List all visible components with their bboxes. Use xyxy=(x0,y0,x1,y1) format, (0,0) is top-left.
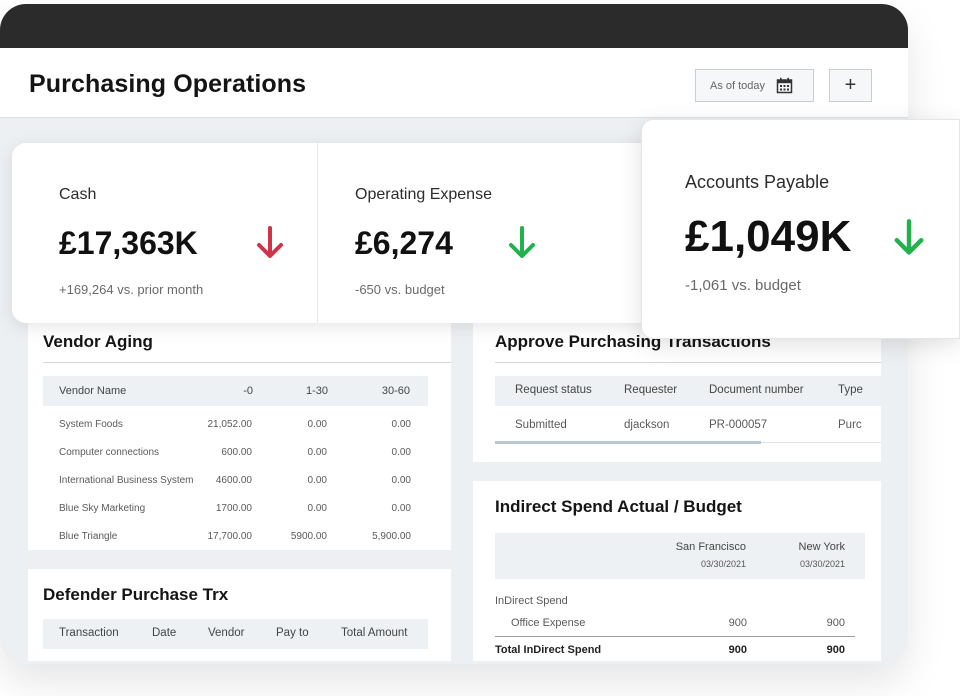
vendor-name: Blue Sky Marketing xyxy=(59,503,146,514)
document-number: PR-000057 xyxy=(709,419,768,431)
kpi-comparison: -1,061 vs. budget xyxy=(685,277,801,294)
amount-30-60: 0.00 xyxy=(391,503,411,514)
divider xyxy=(495,362,881,363)
line-label: Office Expense xyxy=(511,617,586,629)
group-label: InDirect Spend xyxy=(495,595,568,607)
column-header: 1-30 xyxy=(305,385,328,397)
amount-current: 4600.00 xyxy=(215,475,252,486)
kpi-card-operating-expense[interactable]: Operating Expense £6,274 -650 vs. budget xyxy=(317,143,647,323)
arrow-down-icon xyxy=(257,226,283,258)
kpi-label: Operating Expense xyxy=(355,186,492,203)
amount-1-30: 0.00 xyxy=(307,475,327,486)
date-filter-button[interactable]: As of today xyxy=(695,69,814,102)
defender-purchase-card: Defender Purchase Trx Transaction Date V… xyxy=(28,569,451,661)
app-window: Purchasing Operations As of today + Vend… xyxy=(0,4,908,664)
defender-title: Defender Purchase Trx xyxy=(43,585,229,604)
kpi-card-cash[interactable]: Cash £17,363K +169,264 vs. prior month xyxy=(12,143,317,323)
column-header: Document number xyxy=(709,384,804,396)
requester: djackson xyxy=(624,419,670,431)
kpi-comparison: -650 vs. budget xyxy=(355,282,445,297)
horizontal-scrollbar-thumb[interactable] xyxy=(495,441,761,444)
column-header: Requester xyxy=(624,384,678,396)
column-header: Transaction xyxy=(59,627,119,639)
defender-header: Transaction Date Vendor Pay to Total Amo… xyxy=(43,619,428,649)
location-date: 03/30/2021 xyxy=(700,559,746,569)
column-header: Vendor xyxy=(208,627,245,639)
kpi-value: £6,274 xyxy=(355,225,453,261)
line-value: 900 xyxy=(826,617,845,629)
vendor-name: Blue Triangle xyxy=(59,531,118,542)
kpi-card-accounts-payable[interactable]: Accounts Payable £1,049K -1,061 vs. budg… xyxy=(641,119,960,339)
kpi-label: Cash xyxy=(59,186,97,203)
divider xyxy=(495,636,855,637)
date-filter-label: As of today xyxy=(710,79,766,92)
column-header: Type xyxy=(838,384,863,396)
vendor-aging-header: Vendor Name -0 1-30 30-60 xyxy=(43,376,428,406)
indirect-header: San Francisco 03/30/2021 New York 03/30/… xyxy=(495,533,865,579)
column-header: Vendor Name xyxy=(59,385,127,397)
amount-current: 21,052.00 xyxy=(207,419,253,430)
column-header: Total Amount xyxy=(341,627,408,639)
kpi-value: £1,049K xyxy=(685,212,852,261)
total-value: 900 xyxy=(728,644,747,656)
add-widget-button[interactable]: + xyxy=(829,69,872,102)
kpi-strip: Cash £17,363K +169,264 vs. prior month O… xyxy=(12,143,712,323)
column-header: Date xyxy=(152,627,177,639)
page-header: Purchasing Operations As of today + xyxy=(0,48,908,118)
amount-30-60: 5,900.00 xyxy=(372,531,411,542)
vendor-aging-title: Vendor Aging xyxy=(43,332,153,351)
amount-1-30: 0.00 xyxy=(307,447,327,458)
amount-1-30: 0.00 xyxy=(307,503,327,514)
amount-1-30: 0.00 xyxy=(307,419,327,430)
amount-current: 1700.00 xyxy=(215,503,252,514)
approve-header: Request status Requester Document number… xyxy=(495,376,881,406)
kpi-comparison: +169,264 vs. prior month xyxy=(59,282,204,297)
amount-1-30: 5900.00 xyxy=(290,531,327,542)
vendor-aging-card: Vendor Aging Vendor Name -0 1-30 30-60 S… xyxy=(28,322,451,550)
vendor-name: Computer connections xyxy=(59,447,160,458)
column-header: 30-60 xyxy=(381,385,410,397)
line-value: 900 xyxy=(728,617,747,629)
indirect-title: Indirect Spend Actual / Budget xyxy=(495,497,742,516)
request-status: Submitted xyxy=(515,419,567,431)
amount-current: 600.00 xyxy=(221,447,252,458)
window-titlebar xyxy=(0,4,908,48)
arrow-down-icon xyxy=(509,226,535,258)
kpi-label: Accounts Payable xyxy=(685,172,830,192)
calendar-icon xyxy=(776,77,793,94)
amount-30-60: 0.00 xyxy=(391,475,411,486)
page-title: Purchasing Operations xyxy=(29,70,307,98)
vendor-name: System Foods xyxy=(59,419,123,430)
location-name: San Francisco xyxy=(675,541,746,553)
approve-transactions-card: Approve Purchasing Transactions Request … xyxy=(473,322,881,462)
amount-30-60: 0.00 xyxy=(391,419,411,430)
location-date: 03/30/2021 xyxy=(799,559,845,569)
amount-30-60: 0.00 xyxy=(391,447,411,458)
total-label: Total InDirect Spend xyxy=(495,644,602,656)
vendor-name: International Business System xyxy=(59,475,194,486)
column-header: Pay to xyxy=(276,627,309,639)
amount-current: 17,700.00 xyxy=(207,531,253,542)
type: Purc xyxy=(838,419,862,431)
arrow-down-icon xyxy=(894,219,924,255)
kpi-value: £17,363K xyxy=(59,225,198,261)
column-header: Request status xyxy=(515,384,592,396)
total-value: 900 xyxy=(826,644,845,656)
indirect-spend-card: Indirect Spend Actual / Budget San Franc… xyxy=(473,481,881,661)
divider xyxy=(43,362,451,363)
location-name: New York xyxy=(798,541,845,553)
column-header: -0 xyxy=(243,385,253,397)
